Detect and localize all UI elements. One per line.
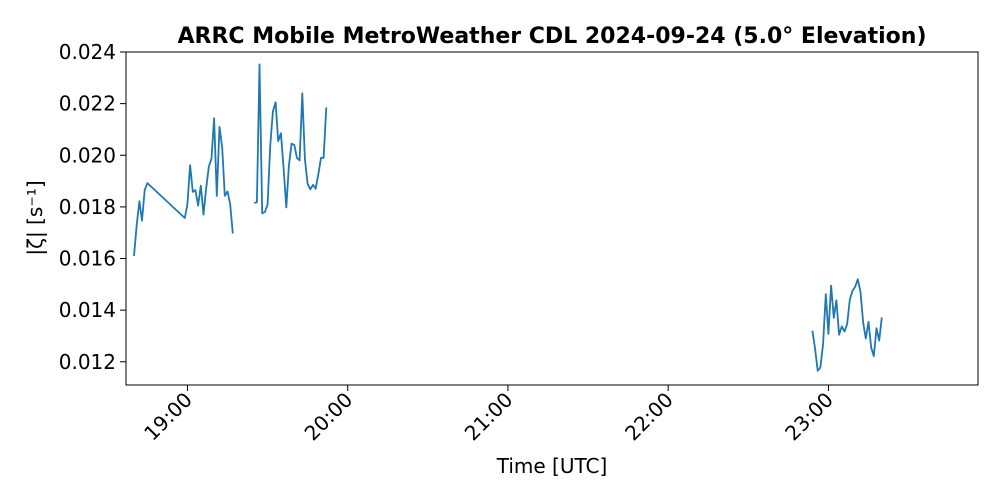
x-tick-label: 19:00 [139,388,197,446]
x-axis: 19:00 20:00 21:00 22:00 23:00 [139,385,838,445]
y-axis-label: |ζ| [s⁻¹] [23,180,47,255]
series-line-segment-1 [133,117,234,256]
plot-frame [125,51,979,386]
y-tick-label: 0.016 [59,247,116,271]
y-tick-label: 0.018 [59,195,116,219]
y-tick-label: 0.014 [59,298,116,322]
x-tick-label: 22:00 [620,388,678,446]
y-tick-label: 0.024 [59,40,116,64]
y-tick-label: 0.012 [59,350,116,374]
series-line-segment-2 [253,63,328,215]
x-axis-label: Time [UTC] [496,454,608,478]
x-tick-label: 23:00 [780,388,838,446]
y-axis: 0.012 0.014 0.016 0.018 0.020 0.022 0.024 [59,40,126,374]
series-line-segment-3 [811,278,883,372]
x-tick-label: 21:00 [460,388,518,446]
y-tick-label: 0.022 [59,92,116,116]
x-tick-label: 20:00 [300,388,358,446]
data-layer [133,63,883,372]
y-tick-label: 0.020 [59,143,116,167]
chart-title: ARRC Mobile MetroWeather CDL 2024-09-24 … [178,24,927,49]
